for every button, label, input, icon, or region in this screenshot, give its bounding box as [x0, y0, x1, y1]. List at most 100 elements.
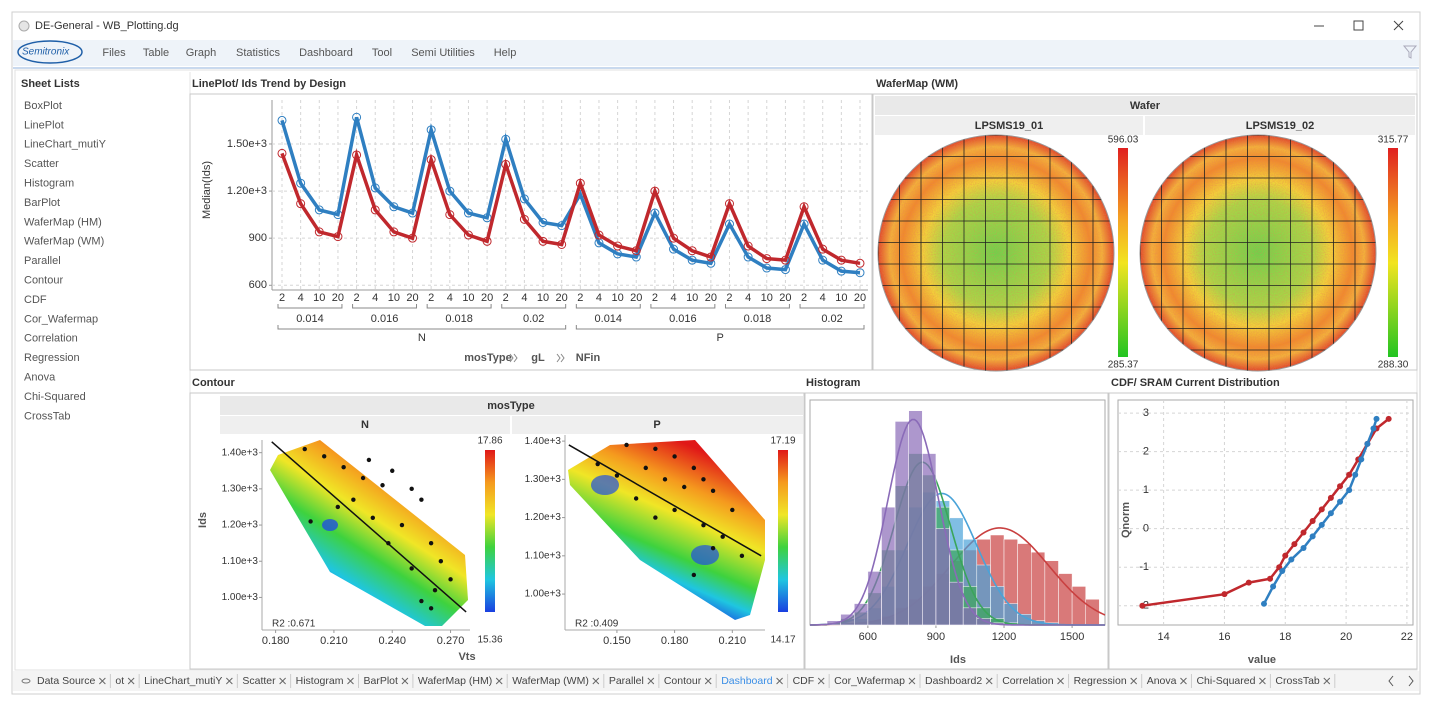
point	[463, 230, 473, 240]
tab-close[interactable]	[1259, 677, 1266, 685]
sheet-item[interactable]: Scatter	[24, 158, 59, 170]
sheet-item[interactable]: LineChart_mutiY	[24, 139, 107, 151]
point	[682, 484, 687, 490]
point	[296, 178, 306, 188]
menu-item[interactable]: Table	[143, 47, 169, 59]
tab[interactable]: Cor_Wafermap	[834, 675, 905, 687]
menu-item[interactable]: Graph	[186, 47, 217, 59]
sheet-item[interactable]: Parallel	[24, 255, 61, 267]
cdf-title: CDF/ SRAM Current Distribution	[1111, 377, 1280, 389]
tab[interactable]: Histogram	[296, 675, 344, 687]
tab[interactable]: CDF	[793, 675, 815, 687]
tab[interactable]: Data Source	[37, 675, 96, 687]
sheet-item[interactable]: WaferMap (WM)	[24, 236, 104, 248]
y-tick-label: 1.10e+3	[222, 556, 259, 567]
sheet-item[interactable]: CrossTab	[24, 410, 70, 422]
y-tick-label: 1.50e+3	[227, 138, 267, 150]
point	[445, 186, 455, 196]
sheet-item[interactable]: Cor_Wafermap	[24, 313, 98, 325]
menu-item[interactable]: Files	[102, 47, 126, 59]
tab[interactable]: Dashboard	[721, 675, 773, 687]
sheet-item[interactable]: Correlation	[24, 333, 78, 345]
tab-close[interactable]	[226, 677, 233, 685]
y-axis-label: Median(Ids)	[201, 161, 213, 219]
filter-icon[interactable]	[1402, 45, 1418, 59]
logo[interactable]: Semitronix	[22, 47, 70, 58]
menu-item[interactable]: Dashboard	[299, 47, 353, 59]
tab-close[interactable]	[279, 677, 286, 685]
x-axis-label: value	[1248, 654, 1276, 666]
tab[interactable]: Dashboard2	[925, 675, 982, 687]
tab-close[interactable]	[1180, 677, 1187, 685]
tab-close[interactable]	[908, 677, 916, 685]
tab-close[interactable]	[99, 677, 106, 685]
menu-item[interactable]: Tool	[372, 47, 392, 59]
tab-close[interactable]	[1057, 677, 1064, 685]
point	[380, 483, 385, 488]
tab[interactable]: Anova	[1147, 675, 1177, 687]
point	[799, 219, 809, 229]
point	[308, 519, 313, 524]
sheet-item[interactable]: Chi-Squared	[24, 391, 86, 403]
tab-close[interactable]	[347, 677, 354, 685]
tab-close[interactable]	[647, 677, 655, 685]
point	[706, 258, 716, 268]
tab[interactable]: Regression	[1074, 675, 1127, 687]
tab[interactable]: CrossTab	[1275, 675, 1320, 687]
tab-close[interactable]	[1323, 677, 1331, 685]
tab[interactable]: Parallel	[609, 675, 644, 687]
color-scale	[485, 450, 495, 612]
logo-swoosh	[17, 40, 83, 64]
tab-close[interactable]	[776, 677, 783, 685]
menu-item[interactable]: Help	[494, 47, 517, 59]
sheet-item[interactable]: Contour	[24, 275, 63, 287]
menu-item[interactable]: Semi Utilities	[411, 47, 475, 59]
tab-close[interactable]	[985, 677, 993, 685]
tab-close[interactable]	[817, 677, 825, 685]
point	[653, 515, 658, 520]
y-tick-label: 1.20e+3	[222, 520, 259, 531]
tab[interactable]: WaferMap (HM)	[418, 675, 492, 687]
tab[interactable]: WaferMap (WM)	[512, 675, 589, 687]
x-tick-label: 14	[1157, 631, 1169, 643]
sheet-item[interactable]: CDF	[24, 294, 47, 306]
x-tick-label: 10	[761, 292, 773, 304]
histogram-panel	[804, 392, 1109, 670]
x-tick-label: 20	[1340, 631, 1352, 643]
x-axis-title: mosType	[464, 352, 511, 364]
point	[855, 258, 865, 268]
tab-close[interactable]	[495, 677, 503, 685]
close-button[interactable]	[1393, 20, 1404, 31]
scale-min: 288.30	[1378, 360, 1409, 371]
tab-close[interactable]	[592, 677, 600, 685]
x-tick-label: 2	[801, 292, 807, 304]
wafer-title: WaferMap (WM)	[876, 78, 958, 90]
point	[743, 252, 753, 262]
sheet-item[interactable]: BarPlot	[24, 197, 60, 209]
tab[interactable]: BarPlot	[363, 675, 398, 687]
sheet-item[interactable]: WaferMap (HM)	[24, 216, 102, 228]
tab-close[interactable]	[127, 677, 135, 685]
tab-close[interactable]	[401, 677, 409, 685]
tab-scroll[interactable]	[1388, 675, 1414, 687]
menu-item[interactable]: Statistics	[236, 47, 281, 59]
point	[1327, 510, 1334, 517]
tab[interactable]: Scatter	[242, 675, 276, 687]
tab[interactable]: Correlation	[1002, 675, 1054, 687]
tab[interactable]: Chi-Squared	[1196, 675, 1255, 687]
sheet-item[interactable]: Regression	[24, 352, 80, 364]
sheet-item[interactable]: Histogram	[24, 178, 74, 190]
x-tick-label: 20	[481, 292, 493, 304]
tab[interactable]: Contour	[664, 675, 702, 687]
sheet-item[interactable]: BoxPlot	[24, 100, 62, 112]
sheet-item[interactable]: Anova	[24, 372, 56, 384]
tab[interactable]: LineChart_mutiY	[144, 675, 222, 687]
point	[743, 241, 753, 251]
maximize-button[interactable]	[1353, 20, 1364, 31]
sheet-item[interactable]: LinePlot	[24, 119, 64, 131]
tab-close[interactable]	[1130, 677, 1138, 685]
tab-close[interactable]	[704, 677, 712, 685]
color-scale	[1388, 148, 1398, 357]
tab[interactable]: ot	[115, 675, 124, 687]
sidebar-title: Sheet Lists	[21, 78, 80, 90]
